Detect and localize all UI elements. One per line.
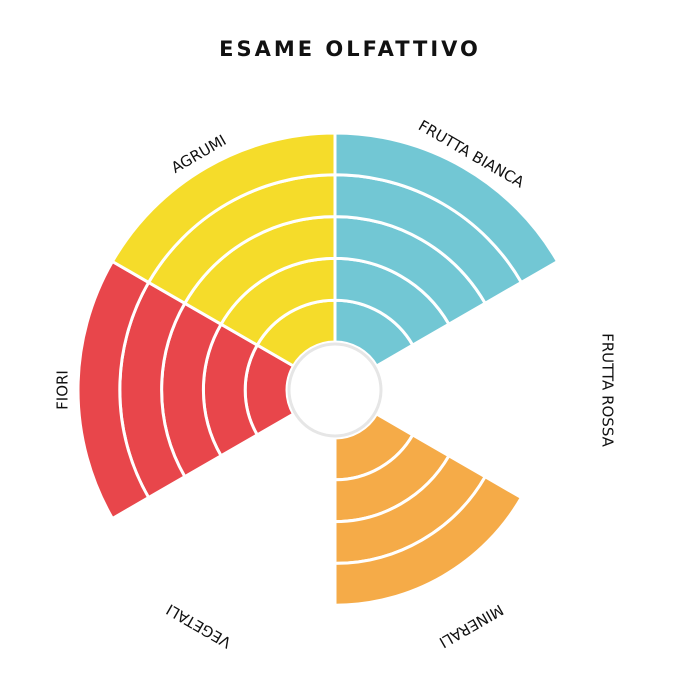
sector-ring — [333, 131, 560, 285]
center-hole — [287, 342, 383, 438]
category-label: MINERALI — [436, 600, 506, 651]
chart-title: ESAME OLFATTIVO — [219, 37, 481, 61]
sector-ring — [110, 131, 337, 285]
sector-ring — [333, 474, 524, 607]
category-label: FRUTTA ROSSA — [599, 333, 617, 448]
category-label: VEGETALI — [163, 600, 234, 652]
sector — [333, 411, 524, 607]
category-label: FIORI — [54, 370, 72, 410]
sector — [333, 131, 560, 369]
sector — [110, 131, 337, 369]
